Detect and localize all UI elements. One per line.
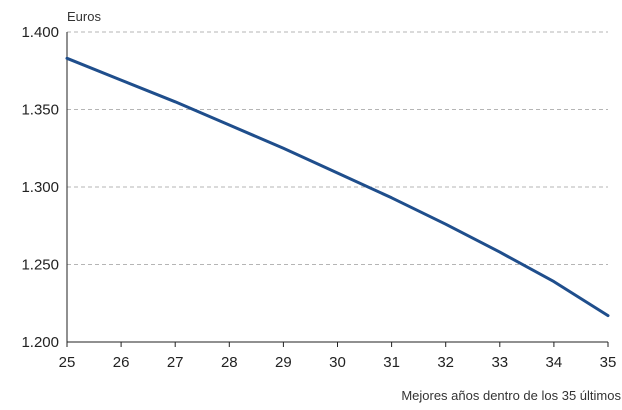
x-tick-label: 33 [491,354,508,371]
y-tick-label: 1.400 [21,24,59,41]
x-tick-label: 34 [546,354,563,371]
series-layer [65,56,610,318]
x-tick-label: 30 [329,354,346,371]
x-tick-label: 31 [383,354,400,371]
axes [66,32,609,347]
x-tick-label: 29 [275,354,292,371]
y-tick-label: 1.200 [21,334,59,351]
y-tick-label: 1.300 [21,179,59,196]
x-tick-label: 28 [221,354,238,371]
y-tick-label: 1.350 [21,102,59,119]
y-tick-label: 1.250 [21,257,59,274]
x-axis-label: Mejores años dentro de los 35 últimos [401,388,621,403]
tick-labels: 1.200 1.250 1.300 1.350 1.400 25 26 27 28 29 30 31 3… [21,24,616,371]
x-tick-label: 25 [59,354,76,371]
x-tick-label: 32 [437,354,454,371]
series-line [65,56,610,318]
grid-lines [67,31,608,265]
x-tick-label: 27 [167,354,184,371]
x-tick-label: 35 [600,354,617,371]
x-tick-label: 26 [113,354,130,371]
y-axis-label: Euros [67,9,101,24]
